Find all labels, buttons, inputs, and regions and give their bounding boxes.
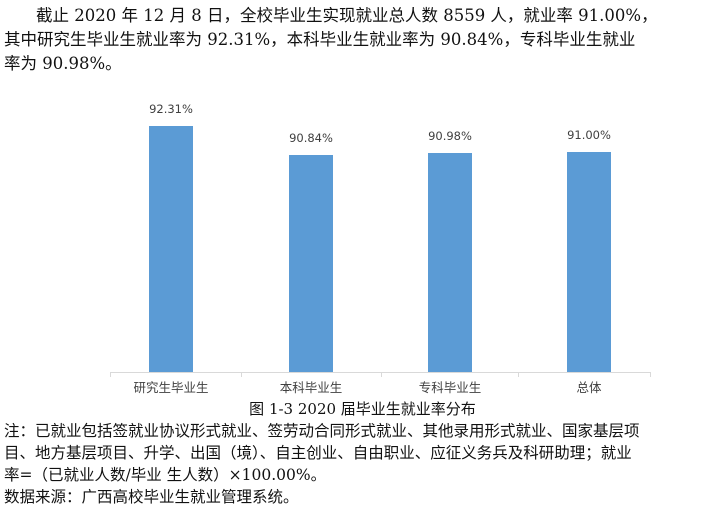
intro-line-1: 截止 2020 年 12 月 8 日，全校毕业生实现就业总人数 8559 人，就… bbox=[36, 6, 658, 25]
x-axis-tick bbox=[110, 372, 111, 377]
note-line-2: 目、地方基层项目、升学、出国（境）、自主创业、自由职业、应征义务兵及科研助理；就… bbox=[4, 444, 632, 462]
note-line-3: 率=（已就业人数/毕业 生人数）×100.00%。 bbox=[4, 466, 327, 484]
notes-block: 注：已就业包括签就业协议形式就业、签劳动合同形式就业、其他录用形式就业、国家基层… bbox=[4, 420, 722, 508]
figure-caption: 图 1-3 2020 届毕业生就业率分布 bbox=[249, 400, 476, 418]
note-line-1: 注：已就业包括签就业协议形式就业、签劳动合同形式就业、其他录用形式就业、国家基层… bbox=[4, 422, 640, 440]
x-axis-tick bbox=[518, 372, 519, 377]
x-axis-line bbox=[110, 372, 650, 373]
data-label-undergraduate: 90.84% bbox=[289, 131, 333, 146]
intro-line-3: 率为 90.98%。 bbox=[4, 54, 122, 73]
category-label-graduate: 研究生毕业生 bbox=[133, 380, 209, 395]
category-label-overall: 总体 bbox=[576, 380, 602, 395]
data-label-overall: 91.00% bbox=[567, 128, 611, 143]
data-label-graduate: 92.31% bbox=[149, 102, 193, 116]
bar-undergraduate bbox=[289, 155, 333, 372]
intro-line-2: 其中研究生毕业生就业率为 92.31%，本科毕业生就业率为 90.84%，专科毕… bbox=[4, 30, 636, 49]
category-label-undergraduate: 本科毕业生 bbox=[279, 380, 343, 395]
data-label-junior-college: 90.98% bbox=[428, 128, 472, 143]
data-source-line: 数据来源：广西高校毕业生就业管理系统。 bbox=[4, 488, 299, 506]
bar-overall bbox=[567, 152, 611, 372]
employment-rate-bar-chart: 92.31% 90.84% 90.98% 91.00% 研究生毕业生 本科毕业生… bbox=[0, 90, 725, 395]
x-axis-tick bbox=[241, 372, 242, 377]
bar-graduate bbox=[149, 126, 193, 372]
intro-paragraph: 截止 2020 年 12 月 8 日，全校毕业生实现就业总人数 8559 人，就… bbox=[4, 4, 722, 76]
category-label-junior-college: 专科毕业生 bbox=[418, 380, 482, 395]
bar-junior-college bbox=[428, 152, 472, 372]
x-axis-tick bbox=[381, 372, 382, 377]
x-axis-tick bbox=[650, 372, 651, 377]
